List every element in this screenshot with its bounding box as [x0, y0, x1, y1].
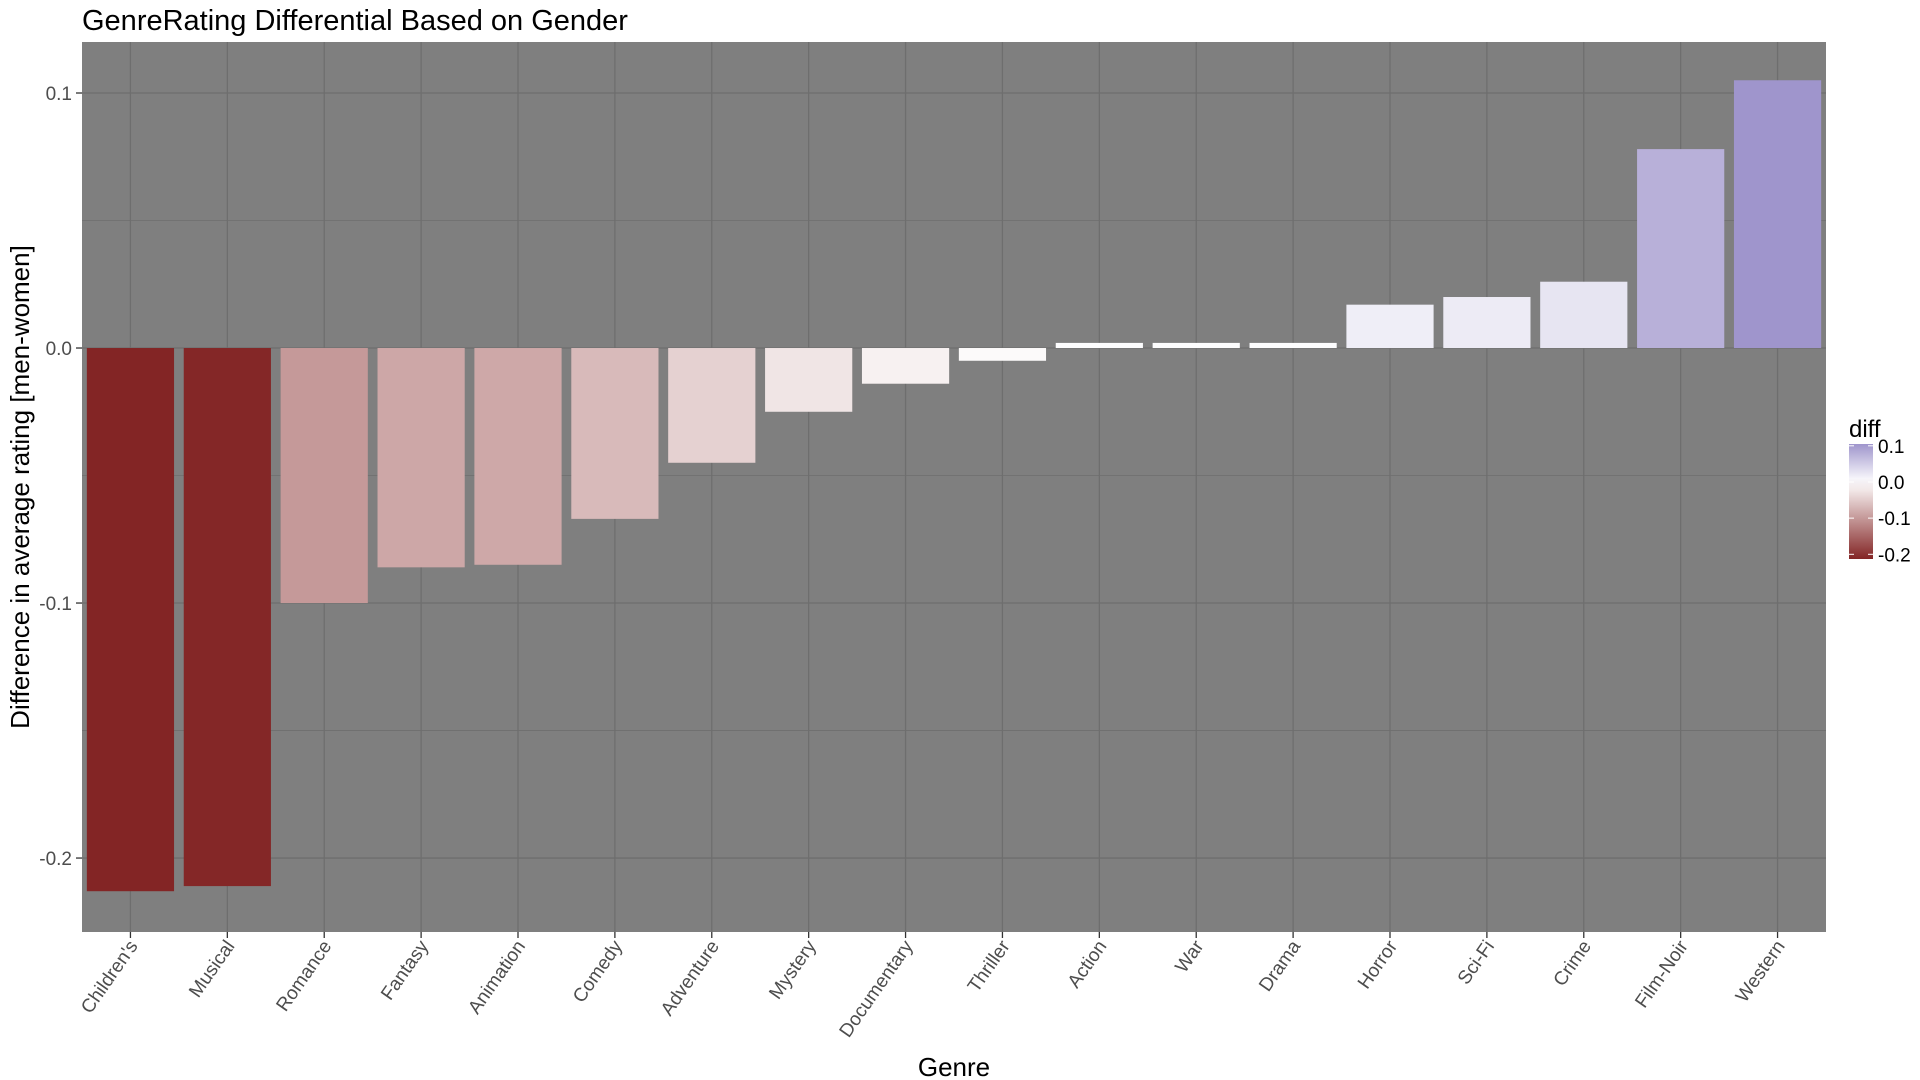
- x-tick-label: Film-Noir: [1631, 936, 1693, 1012]
- bar-drama: [1249, 342, 1337, 349]
- x-tick-label: Adventure: [657, 937, 724, 1020]
- x-tick-label: Sci-Fi: [1454, 937, 1499, 989]
- chart-title: GenreRating Differential Based on Gender: [82, 5, 628, 37]
- x-tick-label: Action: [1064, 937, 1111, 992]
- y-axis: -0.2 -0.1 0.0 0.1: [39, 84, 82, 870]
- y-tick-label: 0.0: [46, 339, 72, 360]
- legend-label: 0.1: [1878, 437, 1904, 458]
- x-tick-label: Thriller: [964, 936, 1015, 996]
- x-tick-label: Romance: [272, 937, 336, 1016]
- x-axis-title: Genre: [918, 1052, 990, 1080]
- bar-mystery: [765, 348, 853, 412]
- x-tick-label: Musical: [185, 937, 239, 1002]
- legend-title: diff: [1849, 416, 1881, 443]
- bar-horror: [1346, 304, 1434, 349]
- bars: [86, 80, 1822, 892]
- x-tick-label: Fantasy: [377, 936, 433, 1004]
- x-tick-label: Western: [1732, 937, 1790, 1007]
- bar-adventure: [668, 348, 756, 463]
- legend-label: 0.0: [1878, 473, 1904, 494]
- bar-western: [1733, 80, 1822, 349]
- legend-ticks: 0.1 0.0 -0.1 -0.2: [1849, 437, 1911, 566]
- y-axis-title: Difference in average rating [men-women]: [5, 245, 35, 729]
- bar-thriller: [958, 348, 1047, 361]
- legend-label: -0.2: [1878, 545, 1911, 566]
- bar-animation: [474, 348, 562, 565]
- bar-musical: [183, 348, 271, 887]
- y-tick-label: -0.2: [39, 849, 72, 870]
- bar-fantasy: [377, 348, 465, 568]
- bar-romance: [280, 348, 368, 604]
- x-axis: Children's Musical Romance Fantasy Animation…: [77, 932, 1790, 1041]
- grid-minor: [82, 220, 1826, 731]
- bar-film-noir: [1637, 149, 1725, 349]
- x-tick-label: Horror: [1354, 936, 1402, 993]
- x-tick-label: War: [1172, 936, 1209, 977]
- bar-comedy: [571, 348, 659, 519]
- y-tick-label: -0.1: [39, 594, 72, 615]
- bar-sci-fi: [1443, 297, 1531, 349]
- legend-colorbar: [1849, 444, 1873, 559]
- bar-war: [1152, 342, 1240, 349]
- legend-label: -0.1: [1878, 509, 1911, 530]
- x-tick-label: Documentary: [836, 936, 918, 1041]
- x-tick-label: Children's: [77, 937, 142, 1018]
- bar-documentary: [861, 348, 950, 384]
- y-tick-label: 0.1: [46, 84, 72, 105]
- x-tick-label: Drama: [1255, 936, 1305, 995]
- x-tick-label: Crime: [1550, 937, 1596, 991]
- bar-crime: [1540, 281, 1628, 349]
- x-tick-label: Comedy: [569, 936, 627, 1006]
- legend: diff 0.1 0.0 -0.1 -0.2: [1849, 416, 1911, 566]
- bar-action: [1055, 342, 1143, 349]
- x-tick-label: Mystery: [765, 936, 821, 1003]
- bar-children-s: [86, 348, 175, 892]
- plot-panel: [82, 42, 1826, 932]
- x-tick-label: Animation: [464, 937, 530, 1018]
